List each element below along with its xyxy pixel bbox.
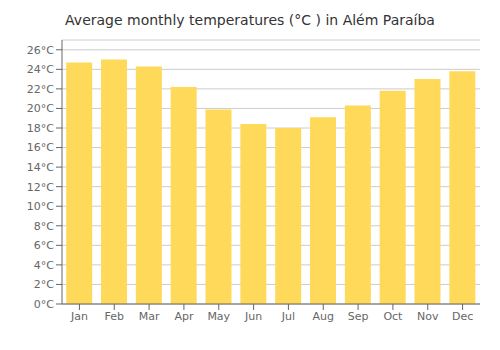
html-text:Average monthly temperatures (: Average monthly temperatures (°C ) in Al… bbox=[65, 12, 435, 28]
svg-text:Mar: Mar bbox=[139, 310, 160, 323]
svg-text:24°C: 24°C bbox=[27, 63, 54, 76]
svg-text:Jul: Jul bbox=[281, 310, 295, 323]
svg-text:Jun: Jun bbox=[244, 310, 262, 323]
svg-text:Sep: Sep bbox=[348, 310, 369, 323]
svg-text:Apr: Apr bbox=[174, 310, 194, 323]
svg-text:0°C: 0°C bbox=[34, 298, 54, 311]
svg-text:Nov: Nov bbox=[417, 310, 439, 323]
svg-text:Feb: Feb bbox=[105, 310, 124, 323]
svg-text:16°C: 16°C bbox=[27, 141, 54, 154]
svg-text:12°C: 12°C bbox=[27, 181, 54, 194]
svg-text:Aug: Aug bbox=[313, 310, 334, 323]
svg-text:6°C: 6°C bbox=[34, 239, 54, 252]
svg-text:4°C: 4°C bbox=[34, 259, 54, 272]
svg-text:18°C: 18°C bbox=[27, 122, 54, 135]
svg-text:20°C: 20°C bbox=[27, 102, 54, 115]
svg-text:10°C: 10°C bbox=[27, 200, 54, 213]
svg-text:Jan: Jan bbox=[70, 310, 88, 323]
svg-text:Oct: Oct bbox=[383, 310, 403, 323]
svg-text:2°C: 2°C bbox=[34, 278, 54, 291]
svg-text:14°C: 14°C bbox=[27, 161, 54, 174]
svg-text:May: May bbox=[207, 310, 230, 323]
svg-text:22°C: 22°C bbox=[27, 83, 54, 96]
svg-text:8°C: 8°C bbox=[34, 220, 54, 233]
svg-text:Dec: Dec bbox=[452, 310, 473, 323]
svg-text:26°C: 26°C bbox=[27, 44, 54, 57]
